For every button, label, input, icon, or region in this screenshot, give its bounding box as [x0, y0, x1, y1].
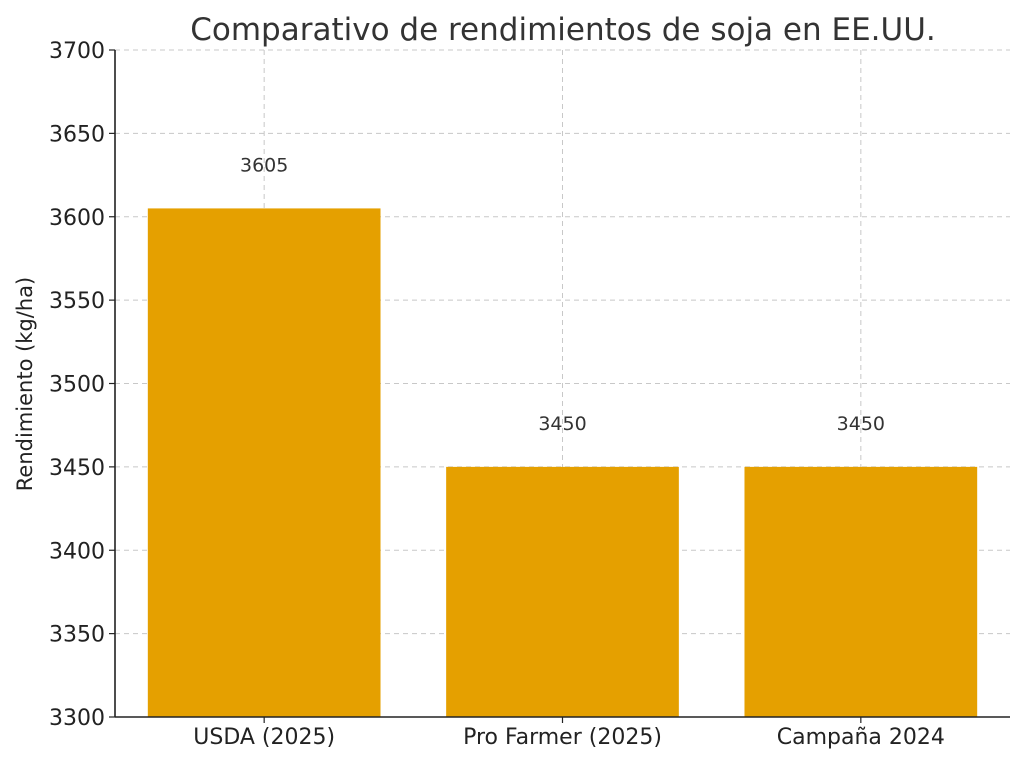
bars [147, 208, 978, 717]
x-tick-label: USDA (2025) [193, 725, 335, 750]
y-axis-label: Rendimiento (kg/ha) [13, 277, 37, 491]
bar [744, 466, 978, 717]
chart-title: Comparativo de rendimientos de soja en E… [190, 12, 936, 48]
y-tick-label: 3650 [49, 122, 105, 147]
x-tick-label: Pro Farmer (2025) [463, 725, 662, 750]
bar-value-label: 3450 [837, 413, 885, 435]
data-labels: 3605 3450 3450 [240, 154, 885, 434]
y-axis-ticks: 3300 3350 3400 3450 3500 3550 3600 3650 3700 [49, 39, 115, 731]
y-tick-label: 3700 [49, 39, 105, 64]
y-tick-label: 3600 [49, 206, 105, 231]
bar-value-label: 3450 [538, 413, 586, 435]
y-tick-label: 3500 [49, 373, 105, 398]
x-tick-label: Campaña 2024 [777, 725, 945, 750]
bar [147, 208, 381, 717]
bar [446, 466, 679, 717]
bar-value-label: 3605 [240, 154, 288, 176]
y-tick-label: 3450 [49, 456, 105, 481]
y-tick-label: 3300 [49, 706, 105, 731]
y-tick-label: 3550 [49, 289, 105, 314]
y-tick-label: 3350 [49, 623, 105, 648]
y-tick-label: 3400 [49, 539, 105, 564]
x-axis-ticks: USDA (2025) Pro Farmer (2025) Campaña 2024 [193, 717, 945, 750]
